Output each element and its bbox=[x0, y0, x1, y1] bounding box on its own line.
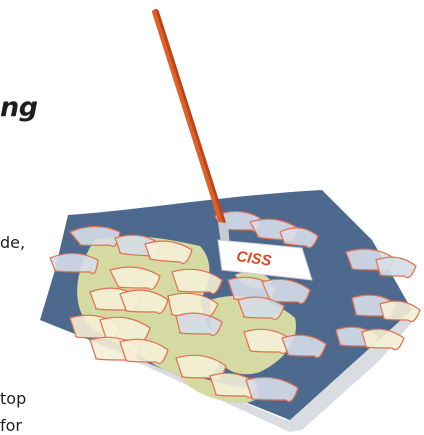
boundary-polygon bbox=[375, 256, 417, 279]
boundary-polygons bbox=[49, 210, 421, 403]
text-fragment-3: for bbox=[0, 416, 22, 435]
boundary-polygon bbox=[281, 334, 327, 359]
title-fragment: ng bbox=[0, 92, 38, 123]
boundary-polygon bbox=[279, 227, 319, 249]
boundary-polygon bbox=[175, 312, 223, 337]
boundary-polygon bbox=[243, 328, 293, 355]
text-fragment-2: top bbox=[0, 389, 27, 408]
label-tag-icon: CISS bbox=[217, 239, 313, 281]
boundary-polygon bbox=[245, 376, 299, 403]
boundary-polygon bbox=[119, 289, 169, 315]
stamp-label: CISS bbox=[235, 248, 272, 270]
boundary-polygon bbox=[379, 300, 421, 323]
boundary-polygon bbox=[49, 252, 99, 275]
boundary-polygon bbox=[237, 296, 285, 321]
boundary-polygon bbox=[109, 266, 161, 291]
page-curl bbox=[40, 312, 412, 432]
text-fragment-1: de, bbox=[0, 233, 26, 252]
boundary-polygon bbox=[119, 338, 169, 365]
boundary-polygon bbox=[144, 240, 193, 265]
boundary-polygon bbox=[361, 328, 405, 351]
boundary-polygon bbox=[69, 225, 121, 248]
boundary-polygon bbox=[171, 268, 223, 295]
